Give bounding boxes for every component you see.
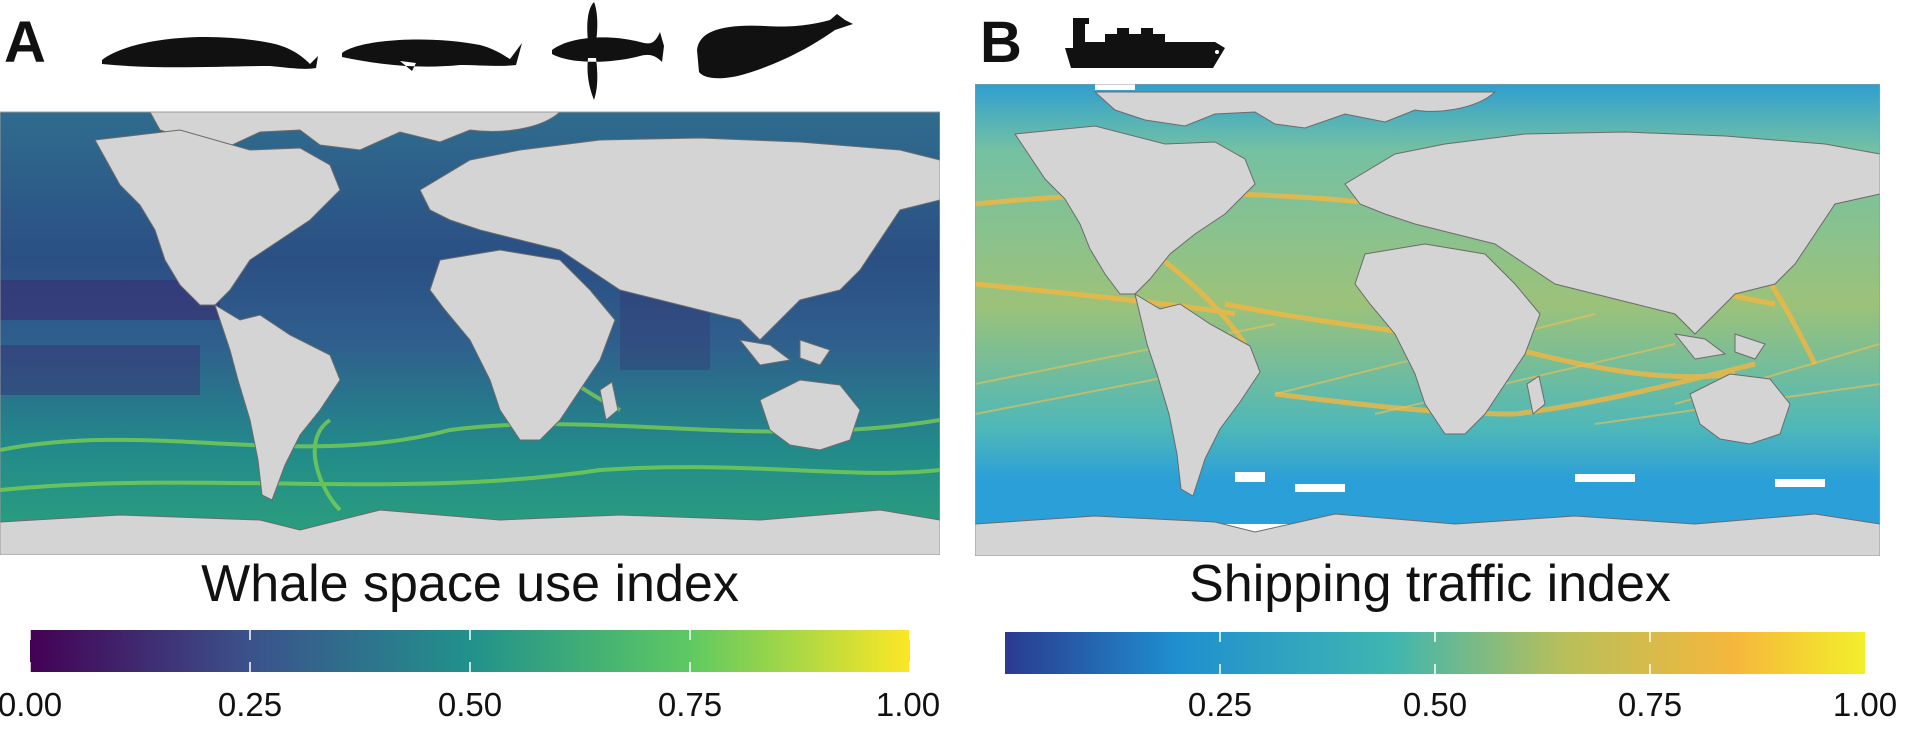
colorbar-a-tick: 0.00 — [0, 686, 63, 723]
whale-space-use-map — [0, 111, 940, 555]
colorbar-a-tick: 0.50 — [437, 686, 503, 723]
panel-b: B — [960, 0, 1920, 750]
colorbar-a-tick: 0.75 — [657, 686, 723, 723]
colorbar-a — [30, 630, 910, 672]
fin-whale-silhouette-icon — [342, 39, 522, 71]
panel-letter-b: B — [980, 10, 1022, 75]
blue-whale-silhouette-icon — [102, 37, 318, 69]
sperm-whale-silhouette-icon — [697, 14, 853, 79]
shipping-traffic-map — [975, 84, 1880, 556]
panel-letter-a: A — [4, 10, 46, 75]
colorbar-b-tick: 0.25 — [1187, 686, 1253, 723]
panel-a: A — [0, 2, 941, 723]
colorbar-b-tick: 0.75 — [1617, 686, 1683, 723]
colorbar-title-b: Shipping traffic index — [1189, 555, 1671, 613]
colorbar-a-tick: 1.00 — [875, 686, 941, 723]
humpback-whale-silhouette-icon — [552, 2, 664, 100]
colorbar-b-tick: 1.00 — [1832, 686, 1898, 723]
colorbar-b — [1005, 632, 1865, 674]
container-ship-silhouette-icon — [1065, 18, 1225, 68]
colorbar-b-tick: 0.50 — [1402, 686, 1468, 723]
colorbar-title-a: Whale space use index — [201, 555, 739, 613]
colorbar-a-tick: 0.25 — [217, 686, 283, 723]
